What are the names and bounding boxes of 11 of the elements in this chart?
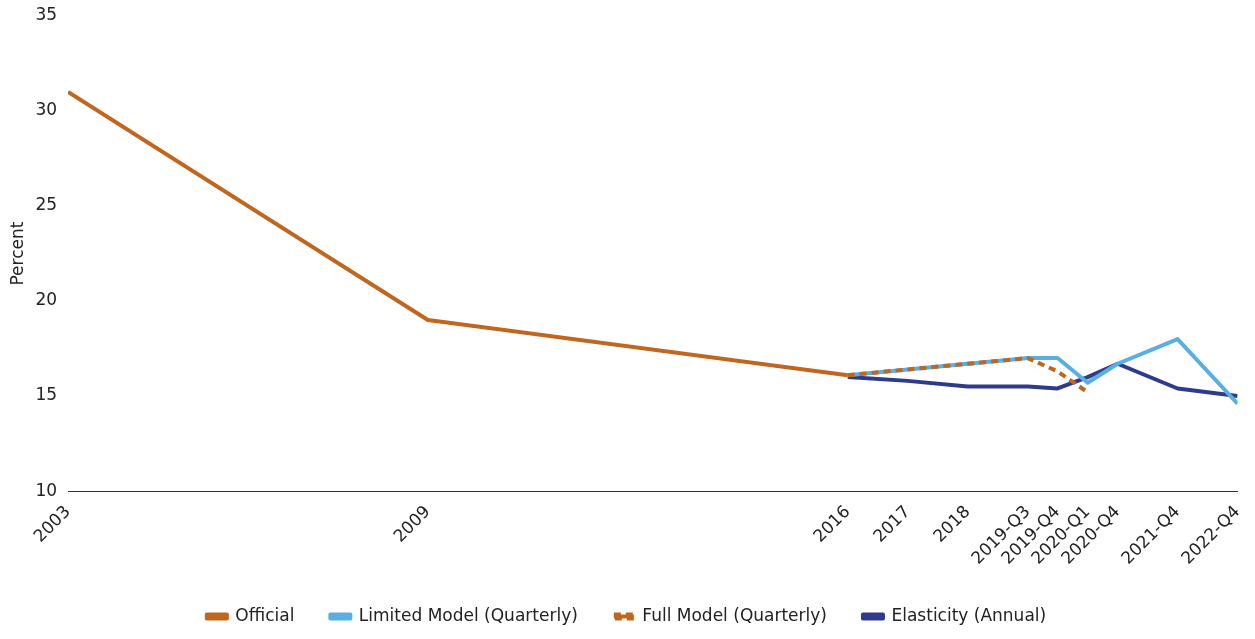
y-tick-label: 10 [35, 479, 58, 500]
legend-label: Limited Model (Quarterly) [358, 604, 578, 625]
y-tick-label: 15 [35, 384, 58, 405]
legend-label: Full Model (Quarterly) [642, 604, 827, 625]
y-tick-label: 25 [35, 194, 58, 215]
legend-label: Elasticity (Annual) [891, 604, 1047, 625]
legend-label: Official [235, 604, 295, 625]
y-tick-label: 30 [35, 99, 58, 120]
y-tick-label: 20 [35, 289, 58, 310]
y-tick-label: 35 [35, 4, 58, 25]
y-axis-title: Percent [6, 221, 27, 286]
